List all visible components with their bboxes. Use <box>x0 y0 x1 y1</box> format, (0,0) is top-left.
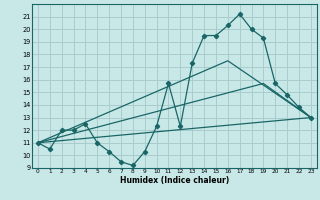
X-axis label: Humidex (Indice chaleur): Humidex (Indice chaleur) <box>120 176 229 185</box>
